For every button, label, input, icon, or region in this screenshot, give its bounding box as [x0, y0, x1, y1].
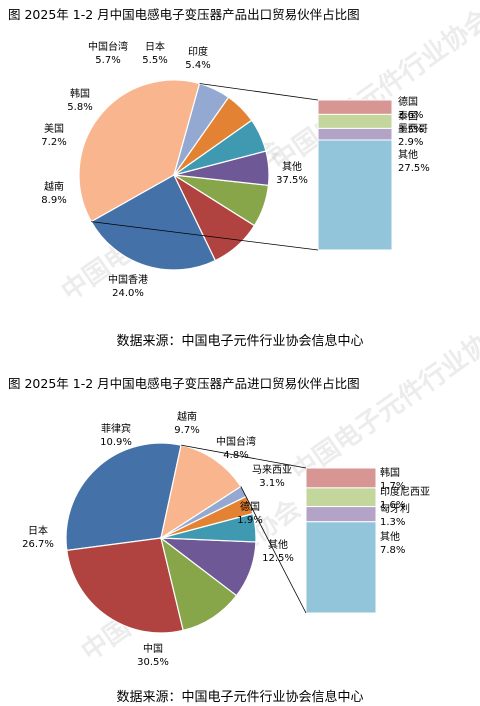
breakdown-value-germany: 3.6% — [398, 110, 423, 121]
pie-slice-other — [78, 79, 201, 223]
slice-label-china: 中国 — [143, 642, 163, 655]
breakdown-segment-indonesia — [305, 487, 377, 508]
pie-slice-hong-kong — [90, 174, 217, 271]
data-source-note: 数据来源：中国电子元件行业协会信息中心 — [116, 334, 364, 349]
slice-value-other: 37.5% — [276, 175, 308, 186]
slice-label-other: 其他 — [282, 160, 302, 173]
breakdown-value-other: 7.8% — [380, 545, 405, 556]
pie-slice-japan — [66, 537, 184, 634]
slice-label-india: 印度 — [188, 45, 208, 58]
slice-label-vietnam: 越南 — [177, 410, 197, 423]
slice-label-hong-kong: 中国香港 — [108, 273, 148, 286]
breakdown-label-mexico: 墨西哥 — [398, 123, 428, 135]
breakdown-segment-other — [317, 139, 393, 251]
breakdown-value-korea: 1.7% — [380, 481, 405, 492]
slice-value-china: 30.5% — [137, 657, 169, 668]
slice-value-usa: 7.2% — [41, 137, 66, 148]
slice-label-usa: 美国 — [44, 122, 64, 135]
pie-slice-china — [65, 442, 182, 552]
slice-label-japan: 日本 — [145, 40, 165, 53]
slice-value-korea: 5.8% — [67, 102, 92, 113]
slice-label-taiwan: 中国台湾 — [88, 40, 128, 53]
data-source-note: 数据来源：中国电子元件行业协会信息中心 — [116, 690, 364, 705]
breakdown-label-indonesia: 印度尼西亚 — [380, 485, 430, 498]
breakdown-value-hungary: 1.3% — [380, 517, 405, 528]
slice-value-india: 5.4% — [185, 60, 210, 71]
pie-slice-philippines — [160, 536, 238, 632]
breakdown-label-hungary: 匈牙利 — [380, 502, 410, 515]
breakdown-segment-korea — [305, 467, 377, 489]
slice-label-germany: 德国 — [240, 500, 260, 513]
breakdown-segment-other — [305, 521, 377, 614]
slice-label-japan: 日本 — [28, 524, 48, 537]
slice-label-malaysia: 马来西亚 — [252, 464, 292, 476]
breakdown-value-mexico: 2.9% — [398, 137, 423, 148]
slice-value-vietnam: 8.9% — [41, 195, 66, 206]
slice-label-korea: 韩国 — [70, 87, 90, 100]
breakdown-segment-hungary — [305, 506, 377, 523]
breakdown-label-other: 其他 — [380, 530, 400, 543]
breakdown-value-indonesia: 1.6% — [380, 500, 405, 511]
breakdown-label-germany: 德国 — [398, 95, 418, 108]
breakdown-segment-germany — [317, 99, 393, 115]
slice-value-philippines: 10.9% — [100, 437, 132, 448]
slice-value-japan: 5.5% — [142, 55, 167, 66]
connector-line — [91, 221, 319, 251]
import-pie-chart: 中国30.5%日本26.7%菲律宾10.9%越南9.7%中国台湾4.8%马来西亚… — [22, 410, 430, 668]
breakdown-label-other: 其他 — [398, 148, 418, 161]
breakdown-value-other: 27.5% — [398, 163, 430, 174]
breakdown-value-thailand: 3.5% — [398, 124, 423, 135]
breakdown-segment-thailand — [317, 113, 393, 129]
figure-title: 图 2025年 1-2 月中国电感电子变压器产品进口贸易伙伴占比图 — [8, 376, 360, 391]
connector-line — [181, 444, 307, 469]
connector-line — [199, 83, 319, 101]
slice-label-other: 其他 — [268, 538, 288, 551]
slice-value-hong-kong: 24.0% — [112, 288, 144, 299]
export-pie-chart: 其他 37.5% 中国香港 24.0% 越南 8.9% 美国 7.2% 韩国 5.8% 中国台湾 5.… — [41, 40, 430, 299]
slice-value-malaysia: 3.1% — [259, 478, 284, 489]
slice-label-philippines: 菲律宾 — [101, 422, 131, 435]
slice-label-vietnam: 越南 — [44, 180, 64, 193]
connector-line — [240, 486, 307, 614]
slice-value-germany: 1.9% — [237, 515, 262, 526]
figure-title: 图 2025年 1-2 月中国电感电子变压器产品出口贸易伙伴占比图 — [8, 7, 360, 22]
slice-value-japan: 26.7% — [22, 539, 54, 550]
slice-value-taiwan: 5.7% — [95, 55, 120, 66]
breakdown-label-korea: 韩国 — [380, 466, 400, 479]
slice-label-taiwan: 中国台湾 — [216, 435, 256, 448]
breakdown-segment-mexico — [317, 127, 393, 141]
breakdown-label-thailand: 泰国 — [398, 109, 418, 122]
slice-value-vietnam: 9.7% — [174, 425, 199, 436]
